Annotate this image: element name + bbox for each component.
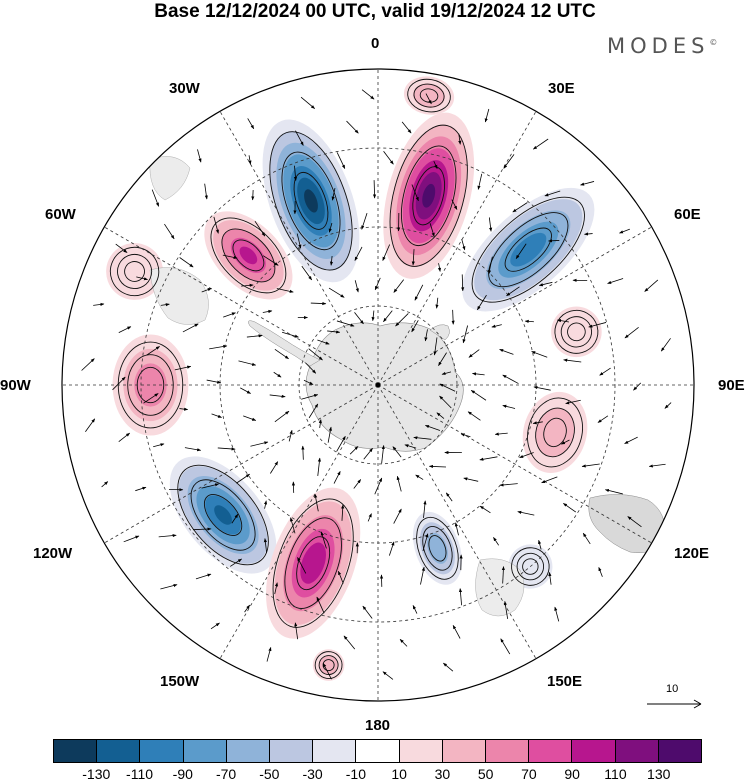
brand-text: MODES [607,34,710,58]
colorbar-tick-label: -130 [82,766,111,782]
lon-label-120w: 120W [33,545,73,562]
anomaly-lobe [522,391,588,473]
anomaly-lobe [169,456,277,574]
colorbar-swatch [313,740,357,762]
south-pole-marker [375,382,381,388]
lon-label-90e: 90E [718,377,745,394]
anomaly-lobe [112,334,189,436]
colorbar-swatch [572,740,616,762]
modes-logo: MODES© [607,34,717,58]
graticule [62,69,694,701]
wind-vectors [81,89,672,680]
reference-vector-label: 10 [666,683,679,695]
colorbar [53,739,702,763]
colorbar-swatch [54,740,98,762]
antarctica-landmass [149,156,666,617]
colorbar-tick-label: -50 [259,766,280,782]
anomaly-lobe [106,243,164,300]
colorbar-tick-label: -70 [215,766,237,782]
lon-label-60e: 60E [674,206,701,223]
lon-label-60w: 60W [45,206,76,223]
colorbar-swatch [356,740,400,762]
lon-label-120e: 120E [674,545,710,562]
colorbar-tick-label: 70 [521,766,537,782]
lon-label-30e: 30E [548,80,575,97]
lon-label-180: 180 [365,717,391,734]
lon-label-150w: 150W [160,673,200,690]
anomaly-lobe [262,119,360,283]
anomaly-lobe [551,306,602,358]
colorbar-tick-label: 10 [391,766,407,782]
colorbar-swatch [529,740,573,762]
lon-label-90w: 90W [0,377,31,394]
colorbar-swatch [658,740,702,762]
colorbar-tick-label: 90 [564,766,580,782]
colorbar-tick-label: 50 [477,766,494,782]
colorbar-swatch [97,740,141,762]
anomaly-lobe [312,649,345,681]
colorbar-tick-label: -110 [126,766,154,782]
lon-label-150e: 150E [547,673,583,690]
colorbar-tick-label: -10 [345,766,366,782]
colorbar-swatch [615,740,659,762]
colorbar-swatch [270,740,314,762]
colorbar-swatch [183,740,227,762]
anomaly-field [106,76,602,681]
lon-label-30w: 30W [169,80,200,97]
colorbar-swatch [399,740,443,762]
lon-label-0: 0 [371,35,380,52]
colorbar-tick-label: 130 [647,766,671,782]
map-title: Base 12/12/2024 00 UTC, valid 19/12/2024… [154,1,596,22]
colorbar-swatch [140,740,184,762]
anomaly-lobe [403,76,455,115]
copyright-mark: © [709,38,718,47]
colorbar-tick-label: 30 [434,766,451,782]
reference-vector-arrow [647,699,702,709]
map-border [61,68,695,702]
colorbar-swatch [442,740,487,762]
anomaly-lobe [383,112,475,279]
colorbar-tick-label: -90 [172,766,193,782]
colorbar-swatch [226,740,271,762]
colorbar-tick-label: -30 [302,766,323,782]
colorbar-swatch [486,740,530,762]
colorbar-tick-label: 110 [604,766,627,782]
